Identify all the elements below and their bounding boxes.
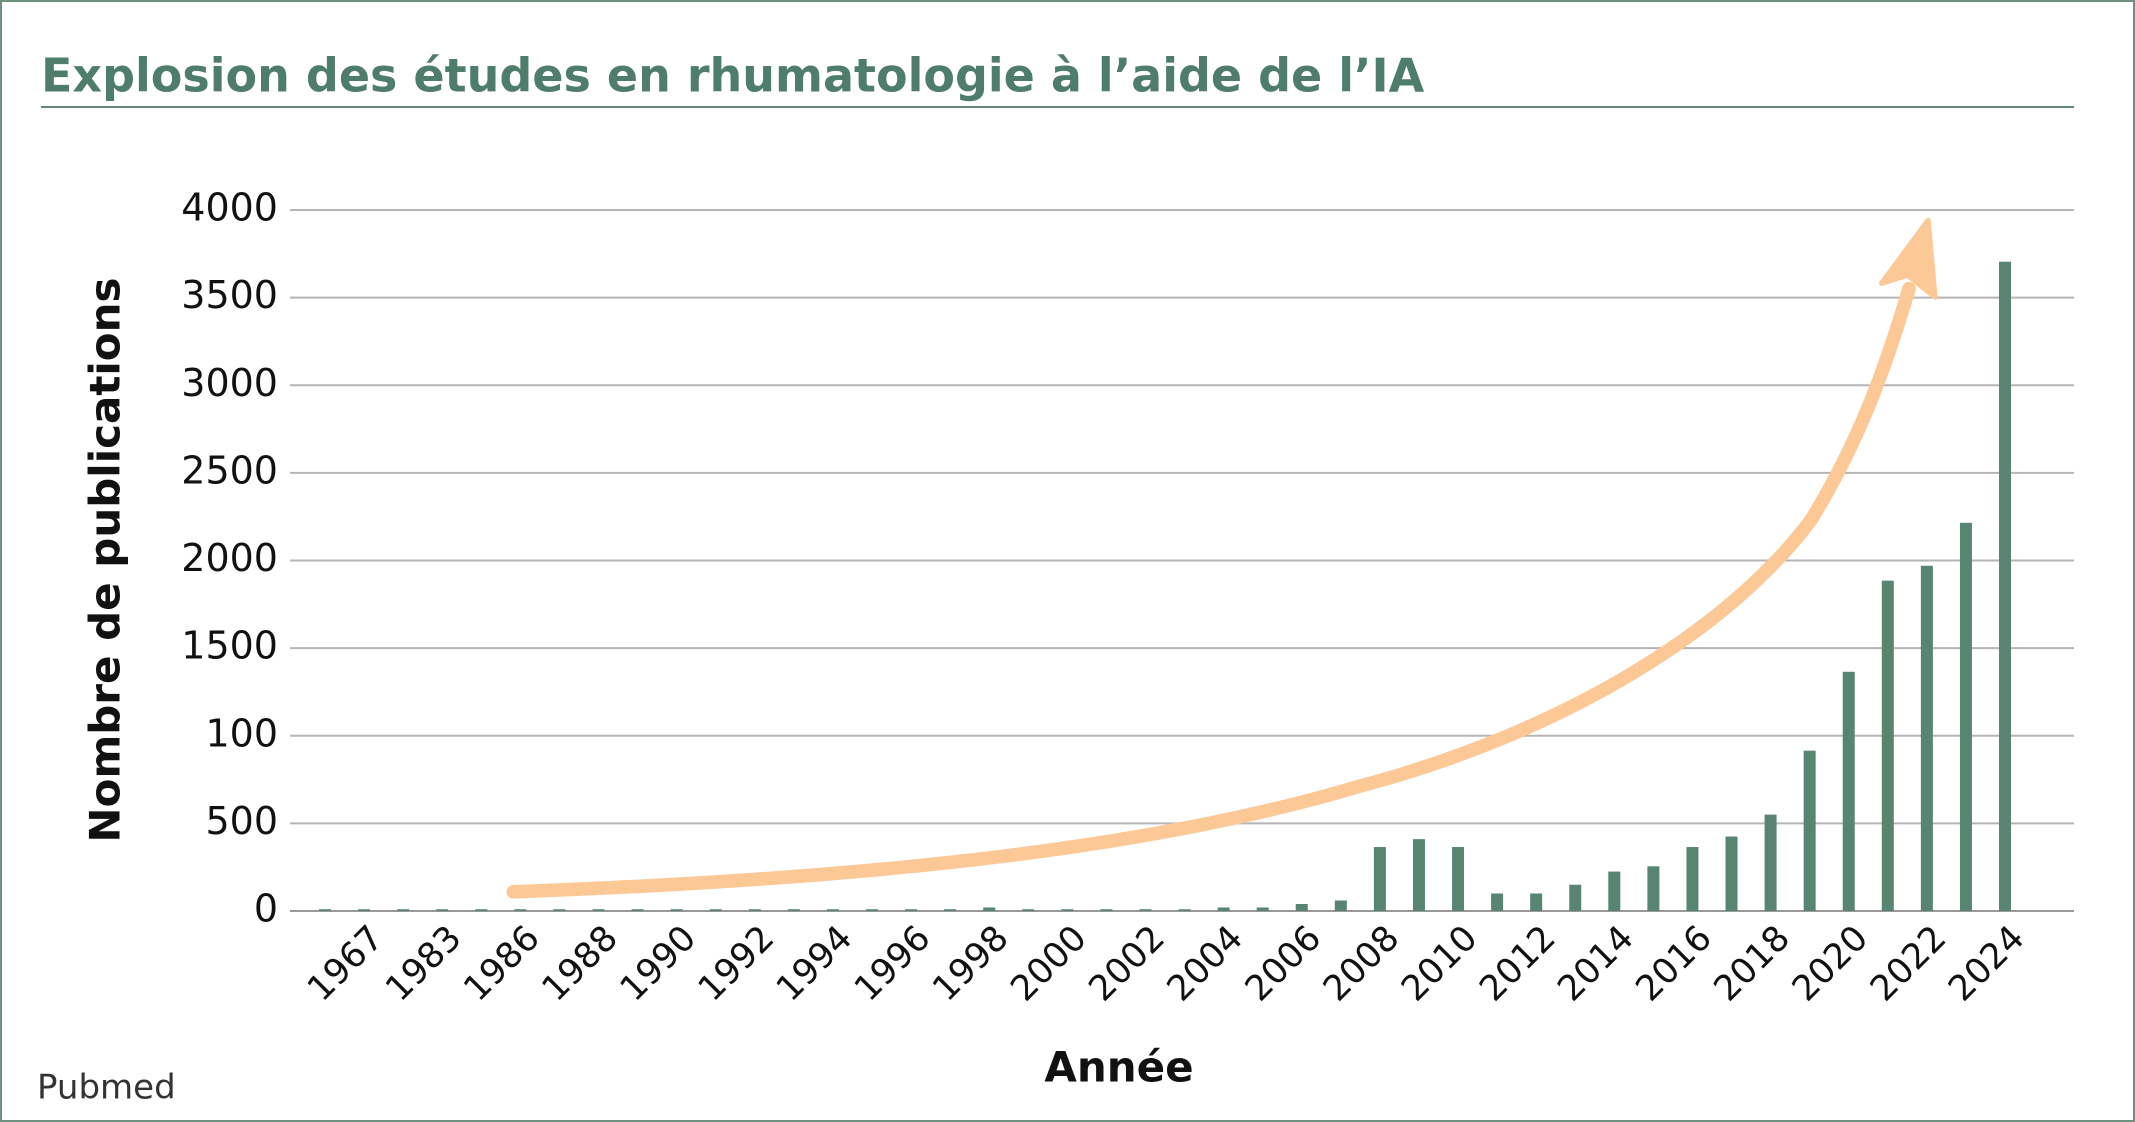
bar <box>1061 909 1074 911</box>
bar <box>319 909 331 911</box>
bar <box>1920 565 1933 911</box>
bar <box>1178 909 1191 911</box>
bar <box>748 909 761 911</box>
bar <box>1803 750 1816 911</box>
bar <box>1100 909 1113 911</box>
bar <box>1647 866 1660 911</box>
bar <box>631 909 644 911</box>
bar <box>436 909 449 911</box>
bar <box>514 909 527 911</box>
bar <box>397 909 410 911</box>
x-axis-title: Année <box>1044 1043 1193 1092</box>
bar <box>1295 903 1308 911</box>
bar <box>358 909 371 911</box>
bar <box>1725 836 1738 911</box>
bar <box>1022 909 1035 911</box>
y-tick-label: 4000 <box>181 186 278 230</box>
y-tick-label: 500 <box>205 799 278 843</box>
bar <box>475 909 488 911</box>
y-tick-label: 0 <box>254 887 278 931</box>
y-tick-label: 1500 <box>181 624 278 668</box>
bar <box>1452 847 1465 911</box>
trend-arrow <box>506 217 1938 899</box>
bar <box>787 909 800 911</box>
bar <box>1881 580 1894 911</box>
bar <box>1569 884 1582 911</box>
bar <box>553 909 566 911</box>
bar <box>1608 871 1621 911</box>
bar <box>1530 893 1543 911</box>
y-tick-label: 3500 <box>181 273 278 317</box>
bar <box>1217 907 1230 911</box>
bar <box>670 909 683 911</box>
arrow-head <box>1879 217 1938 300</box>
bar <box>1256 907 1269 911</box>
source: Pubmed <box>37 1068 176 1108</box>
bar <box>865 909 878 911</box>
bar <box>1999 261 2012 912</box>
bar <box>826 909 839 911</box>
y-tick-label: 100 <box>205 711 278 755</box>
bar <box>1764 814 1777 911</box>
y-tick-label: 3000 <box>181 361 278 405</box>
y-tick-label: 2000 <box>181 536 278 580</box>
bar <box>1334 900 1347 911</box>
chart-title: Explosion des études en rhumatologie à l… <box>41 49 1425 103</box>
bar <box>1959 522 1972 911</box>
bar <box>1373 847 1386 911</box>
bar <box>944 909 957 911</box>
bar <box>1491 893 1504 911</box>
bar <box>709 909 722 911</box>
bar <box>1139 909 1152 911</box>
bar <box>1412 839 1425 911</box>
trend-curve <box>506 281 1916 899</box>
bar <box>1686 847 1699 911</box>
y-tick-label: 2500 <box>181 448 278 492</box>
bar <box>592 909 605 911</box>
bar <box>905 909 918 911</box>
y-axis-title: Nombre de publications <box>81 277 130 842</box>
bar <box>983 907 996 911</box>
bar <box>1842 671 1855 911</box>
